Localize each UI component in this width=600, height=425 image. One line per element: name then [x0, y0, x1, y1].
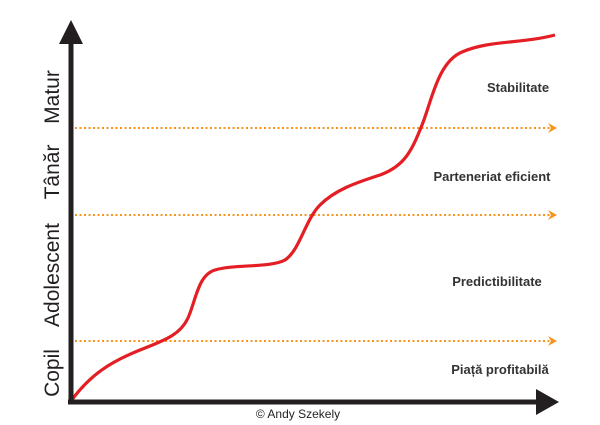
threshold-arrow-icon [548, 336, 557, 346]
stage-label-tanar: Tânăr [41, 145, 64, 200]
zone-label-parteneriat: Parteneriat eficient [433, 169, 551, 184]
axes [59, 20, 559, 415]
y-axis-arrow-icon [59, 20, 83, 44]
x-axis-arrow-icon [536, 389, 559, 415]
zone-label-piata: Piață profitabilă [451, 362, 549, 377]
stage-label-adolescent: Adolescent [41, 223, 64, 327]
zone-label-predictibilitate: Predictibilitate [452, 274, 542, 289]
copyright-text: © Andy Szekely [256, 407, 340, 421]
threshold-arrow-icon [548, 210, 557, 220]
stage-label-matur: Matur [41, 70, 64, 124]
threshold-arrow-icon [548, 123, 557, 133]
threshold-lines [75, 127, 550, 342]
zone-label-stabilitate: Stabilitate [487, 80, 549, 95]
growth-curve [69, 33, 556, 402]
stage-label-copil: Copil [41, 349, 64, 397]
